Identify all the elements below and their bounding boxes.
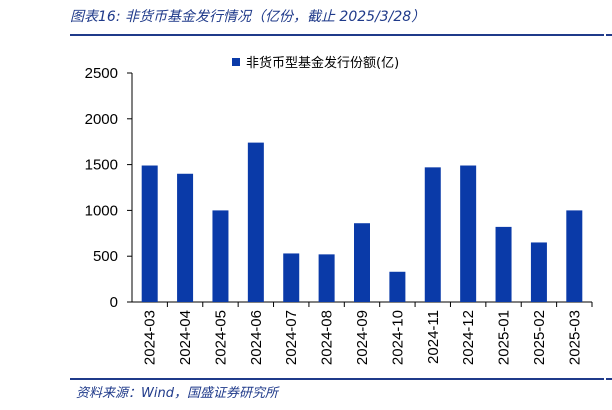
bar-2024-05 [212,210,229,302]
y-tick-label: 1500 [85,157,118,174]
x-axis: 2024-03 2024-04 2024-05 2024-06 2024-07 2024-… [132,301,593,365]
y-tick-label: 2000 [85,111,118,128]
legend: 非货币型基金发行份额(亿) [232,55,399,71]
x-tick-label: 2024-03 [142,310,159,365]
source-note: 资料来源：Wind，国盛证券研究所 [76,386,278,401]
bar-2025-01 [495,226,512,302]
x-tick-label: 2024-06 [248,310,265,365]
chart-title: 图表16: 非货币基金发行情况（亿份，截止 2025/3/28） [70,9,426,25]
bar-2024-09 [354,223,370,302]
x-tick-label: 2024-12 [460,310,477,365]
bar-2025-03 [566,210,583,302]
x-tick-label: 2024-11 [425,310,442,364]
y-tick-label: 500 [93,248,118,265]
x-tick-label: 2024-09 [354,310,371,365]
bar-2024-11 [424,167,441,302]
legend-label: 非货币型基金发行份额(亿) [246,55,399,71]
divider-end-mark [606,34,612,36]
bar-2024-10 [389,271,406,302]
bar-2024-12 [460,165,477,302]
x-tick-label: 2024-08 [319,310,336,365]
divider-end-mark [606,378,612,380]
bars [141,142,583,302]
y-tick-label: 1000 [85,202,118,219]
title-divider [70,34,604,36]
bar-2024-08 [318,254,335,302]
y-tick-label: 0 [110,294,118,311]
bar-2024-07 [283,253,300,302]
y-axis: 0 500 1000 1500 2000 2500 [85,65,133,311]
x-tick-label: 2024-07 [283,310,300,365]
x-tick-label: 2025-01 [496,310,513,365]
bar-2025-02 [530,242,547,302]
legend-swatch [232,58,240,66]
bar-2024-06 [247,142,264,302]
source-divider [70,378,604,380]
bar-2024-03 [141,165,158,302]
x-tick-label: 2025-03 [566,310,583,365]
y-tick-label: 2500 [85,65,118,82]
x-tick-label: 2024-04 [177,310,194,365]
x-tick-label: 2025-02 [531,310,548,365]
x-tick-label: 2024-10 [389,310,406,365]
x-tick-label: 2024-05 [212,310,229,365]
bar-2024-04 [177,173,194,302]
